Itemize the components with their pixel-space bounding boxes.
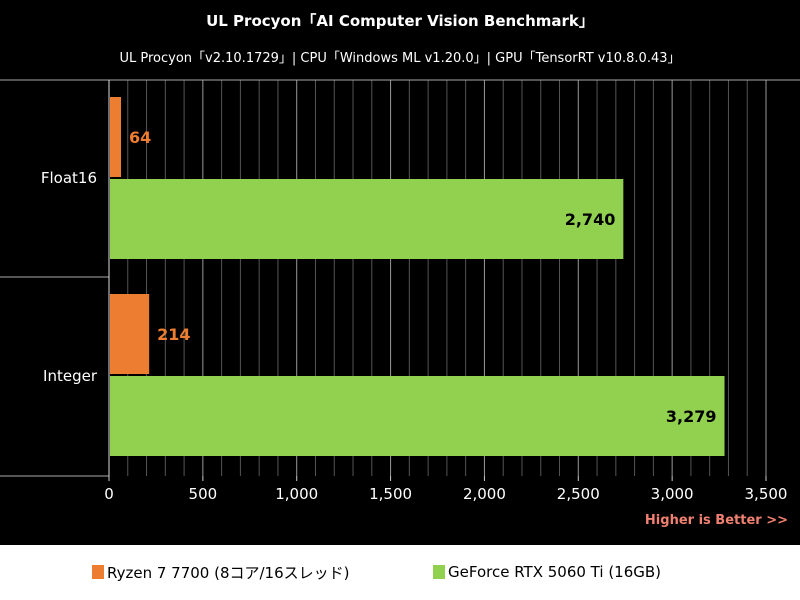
x-tick-label: 0 xyxy=(104,485,114,503)
legend-label-gpu: GeForce RTX 5060 Ti (16GB) xyxy=(448,563,662,581)
x-tick-label: 3,500 xyxy=(745,485,788,503)
data-label: 3,279 xyxy=(666,407,717,426)
legend-label-cpu: Ryzen 7 7700 (8コア/16スレッド) xyxy=(107,563,350,582)
x-tick-label: 2,000 xyxy=(463,485,506,503)
data-label: 2,740 xyxy=(565,210,616,229)
x-tick-label: 1,500 xyxy=(369,485,412,503)
category-label: Float16 xyxy=(41,169,97,187)
bar-0-0 xyxy=(110,97,122,177)
data-label: 64 xyxy=(129,128,151,147)
legend-swatch-gpu xyxy=(433,565,445,579)
x-tick-label: 1,000 xyxy=(275,485,318,503)
bar-1-0 xyxy=(110,179,624,259)
higher-is-better-note: Higher is Better >> xyxy=(644,513,788,528)
bar-1-1 xyxy=(110,376,725,456)
chart-subtitle: UL Procyon「v2.10.1729」| CPU「Windows ML v… xyxy=(119,51,681,66)
legend: Ryzen 7 7700 (8コア/16スレッド) GeForce RTX 50… xyxy=(0,545,800,600)
legend-swatch-cpu xyxy=(92,565,104,579)
legend-item-gpu: GeForce RTX 5060 Ti (16GB) xyxy=(433,562,661,582)
bar-0-1 xyxy=(110,294,150,374)
x-tick-label: 3,000 xyxy=(651,485,694,503)
chart-plot: 0 500 1,000 1,500 2,000 2,500 3,000 3,500 Float1… xyxy=(0,79,800,503)
x-tick-label: 2,500 xyxy=(557,485,600,503)
legend-item-cpu: Ryzen 7 7700 (8コア/16スレッド) xyxy=(92,562,350,582)
chart-title: UL Procyon「AI Computer Vision Benchmark」 xyxy=(206,12,594,30)
category-label: Integer xyxy=(43,367,98,385)
data-label: 214 xyxy=(157,325,190,344)
x-tick-label: 500 xyxy=(189,485,218,503)
